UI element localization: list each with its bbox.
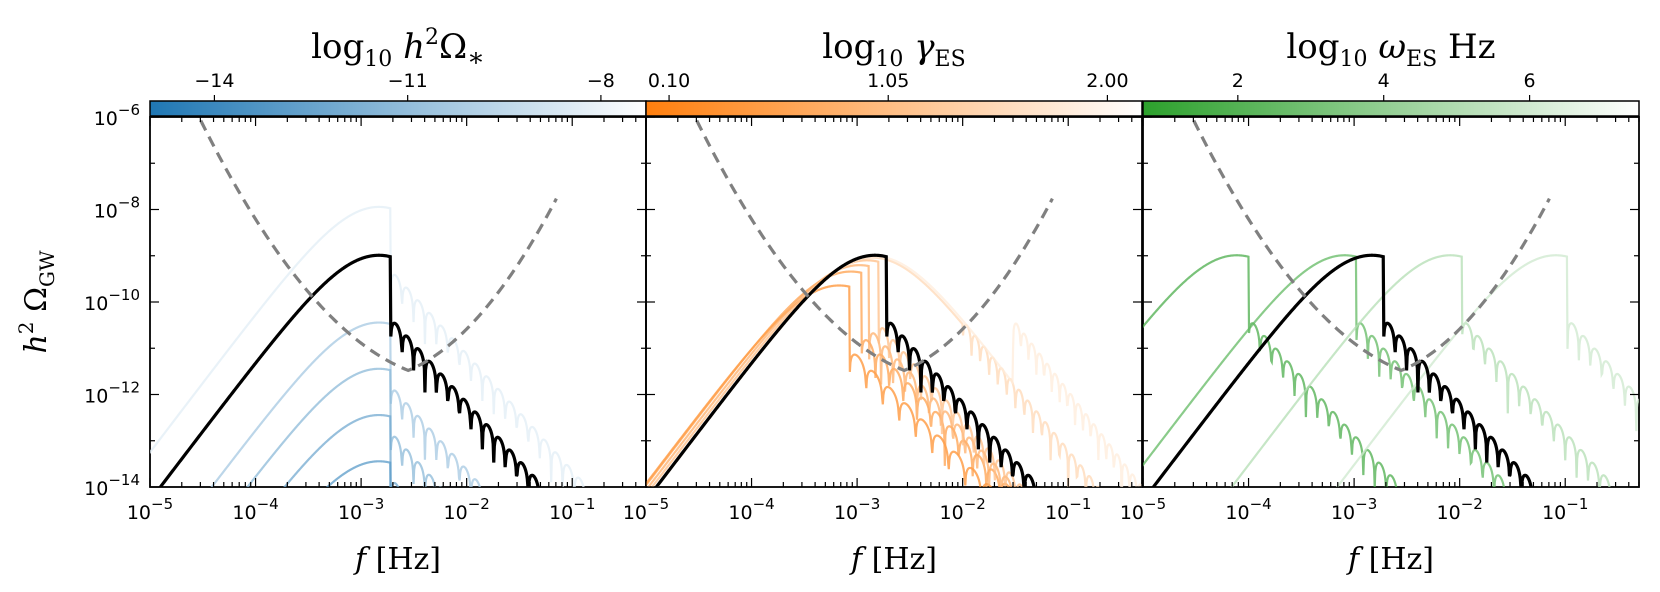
panel-amplitude: −14 −11 −8 log10 h2Ω∗ 10−5 10−4 10−3 10−2 10−1 f …	[127, 25, 647, 577]
series-gamma-2	[647, 264, 1013, 487]
x-tick-label: 10−3	[834, 495, 880, 524]
reference-curve-gamma	[654, 253, 1042, 487]
x-tick-label: 10−5	[1120, 495, 1166, 524]
sensitivity-curve-amplitude	[197, 117, 558, 373]
y-tick-label: 10−8	[94, 194, 140, 223]
colorbar-title-frequency: log10 ωES Hz	[1286, 27, 1495, 72]
x-axis-label: f [Hz]	[353, 542, 441, 577]
series-amplitude-1	[210, 321, 481, 487]
plot-frame-gamma	[645, 116, 1143, 488]
x-tick-label: 10−4	[232, 495, 278, 524]
x-tick-label: 10−1	[1542, 495, 1588, 524]
x-tick-label: 10−2	[1437, 495, 1483, 524]
x-tick-label: 10−4	[728, 495, 774, 524]
x-tick-label: 10−3	[338, 495, 384, 524]
colorbar-tick-label: 6	[1524, 70, 1536, 92]
sensitivity-curve-frequency	[1190, 117, 1551, 373]
plot-area-frequency	[1143, 117, 1639, 487]
colorbar-tick-label: 1.05	[867, 70, 909, 92]
plot-frame-amplitude	[149, 116, 647, 488]
y-tick-label: 10−14	[84, 471, 140, 500]
x-tick-label: 10−5	[623, 495, 669, 524]
y-axis-label: h2 ΩGW	[14, 250, 59, 353]
x-tick-label: 10−1	[549, 495, 595, 524]
colorbar-tick-label: −11	[388, 70, 428, 92]
x-tick-label: 10−1	[1045, 495, 1091, 524]
y-tick-label: 10−12	[84, 379, 140, 408]
plot-frame-frequency	[1142, 116, 1640, 488]
colorbar-tick-label: 0.10	[648, 70, 690, 92]
reference-curve-amplitude	[158, 253, 546, 487]
series-gamma-0	[646, 284, 993, 487]
y-tick-label: 10−10	[84, 286, 140, 315]
reference-curve-frequency	[1151, 253, 1539, 487]
colorbar-title-amplitude: log10 h2Ω∗	[311, 25, 485, 73]
x-tick-label: 10−4	[1225, 495, 1271, 524]
colorbar-amplitude	[149, 100, 647, 117]
series-frequency-3	[1335, 254, 1639, 487]
series-frequency-2	[1230, 254, 1616, 487]
colorbar-tick-label: 2.00	[1086, 70, 1128, 92]
sensitivity-curve-gamma	[693, 117, 1054, 373]
series-amplitude-3	[283, 413, 400, 487]
y-tick-label: 10−6	[94, 101, 140, 130]
plot-area-amplitude	[150, 117, 585, 487]
colorbar-title-gamma: log10 γES	[822, 27, 965, 72]
x-tick-label: 10−2	[444, 495, 490, 524]
series-amplitude-0	[150, 205, 585, 487]
colorbar-tick-label: −8	[587, 70, 615, 92]
colorbar-tick-label: 2	[1232, 70, 1244, 92]
colorbar-gamma	[645, 100, 1143, 117]
colorbar-tick-label: −14	[194, 70, 234, 92]
x-axis-label: f [Hz]	[849, 542, 937, 577]
panel-gamma: 0.10 1.05 2.00 log10 γES 10−5 10−4 10−3 10−2 10−…	[623, 27, 1143, 577]
x-tick-label: 10−2	[940, 495, 986, 524]
panel-frequency: 2 4 6 log10 ωES Hz 10−5 10−4 10−3 10−2 10−1 f [Hz…	[1120, 27, 1640, 577]
series-gamma-3	[650, 259, 1024, 487]
series-amplitude-2	[246, 367, 443, 487]
x-tick-label: 10−5	[127, 495, 173, 524]
colorbar-frequency	[1142, 100, 1640, 117]
series-frequency-1	[1143, 254, 1511, 487]
plot-area-gamma	[646, 117, 1142, 487]
series-frequency-0	[1143, 254, 1403, 487]
x-axis-label: f [Hz]	[1346, 542, 1434, 577]
colorbar-tick-label: 4	[1378, 70, 1390, 92]
x-tick-label: 10−3	[1331, 495, 1377, 524]
series-gamma-1	[646, 270, 1011, 487]
